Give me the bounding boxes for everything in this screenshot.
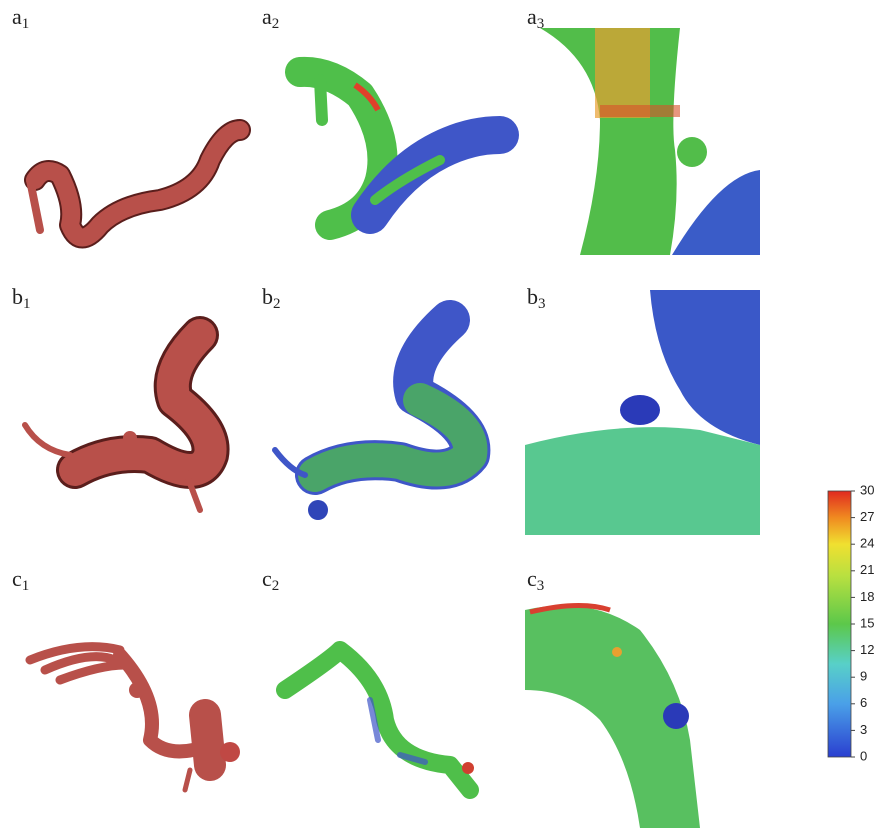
panel-label: a1 xyxy=(12,4,29,32)
panel-letter: a xyxy=(527,4,537,29)
colorbar xyxy=(828,491,851,757)
panel-letter: b xyxy=(262,284,273,309)
panel-letter: c xyxy=(527,566,537,591)
colorbar-tick-label: 3 xyxy=(860,722,867,737)
colorbar-tick-label: 0 xyxy=(860,748,867,763)
vessel-render xyxy=(30,647,240,790)
vessel-render xyxy=(285,650,474,790)
panel-label: c2 xyxy=(262,566,279,594)
panel-letter: c xyxy=(262,566,272,591)
panel-label: c1 xyxy=(12,566,29,594)
panel-label: c3 xyxy=(527,566,544,594)
panel-subscript: 1 xyxy=(22,16,30,32)
panel-subscript: 3 xyxy=(537,16,545,32)
panel-letter: b xyxy=(12,284,23,309)
panel-subscript: 2 xyxy=(273,296,281,312)
panel-subscript: 1 xyxy=(23,296,31,312)
panel-letter: b xyxy=(527,284,538,309)
vessel-render xyxy=(300,72,500,225)
colorbar-tick-label: 27 xyxy=(860,509,874,524)
colorbar-tick-label: 6 xyxy=(860,695,867,710)
colorbar-tick-label: 9 xyxy=(860,669,867,684)
colorbar-tick-label: 12 xyxy=(860,642,874,657)
vessel-render xyxy=(275,320,470,520)
panel-letter: c xyxy=(12,566,22,591)
panel-subscript: 2 xyxy=(272,16,280,32)
vessel-render xyxy=(25,335,211,510)
panel-subscript: 2 xyxy=(272,578,280,594)
panel-label: b1 xyxy=(12,284,31,312)
panel-label: b3 xyxy=(527,284,546,312)
colorbar-tick-label: 30 xyxy=(860,482,874,497)
colorbar-tick-label: 18 xyxy=(860,589,874,604)
panel-letter: a xyxy=(12,4,22,29)
vessel-render xyxy=(30,130,240,238)
figure: a1a2a3b1b2b3c1c2c3036912151821242730 xyxy=(0,0,879,828)
panel-subscript: 3 xyxy=(537,578,545,594)
panel-label: a2 xyxy=(262,4,279,32)
colorbar-tick-label: 15 xyxy=(860,615,874,630)
panel-subscript: 1 xyxy=(22,578,30,594)
vessel-render xyxy=(540,28,760,255)
panel-subscript: 3 xyxy=(538,296,546,312)
panel-label: b2 xyxy=(262,284,281,312)
panel-label: a3 xyxy=(527,4,544,32)
panel-letter: a xyxy=(262,4,272,29)
colorbar-tick-label: 24 xyxy=(860,536,874,551)
vessel-render xyxy=(525,605,700,828)
colorbar-tick-label: 21 xyxy=(860,562,874,577)
vessel-render xyxy=(525,290,760,535)
